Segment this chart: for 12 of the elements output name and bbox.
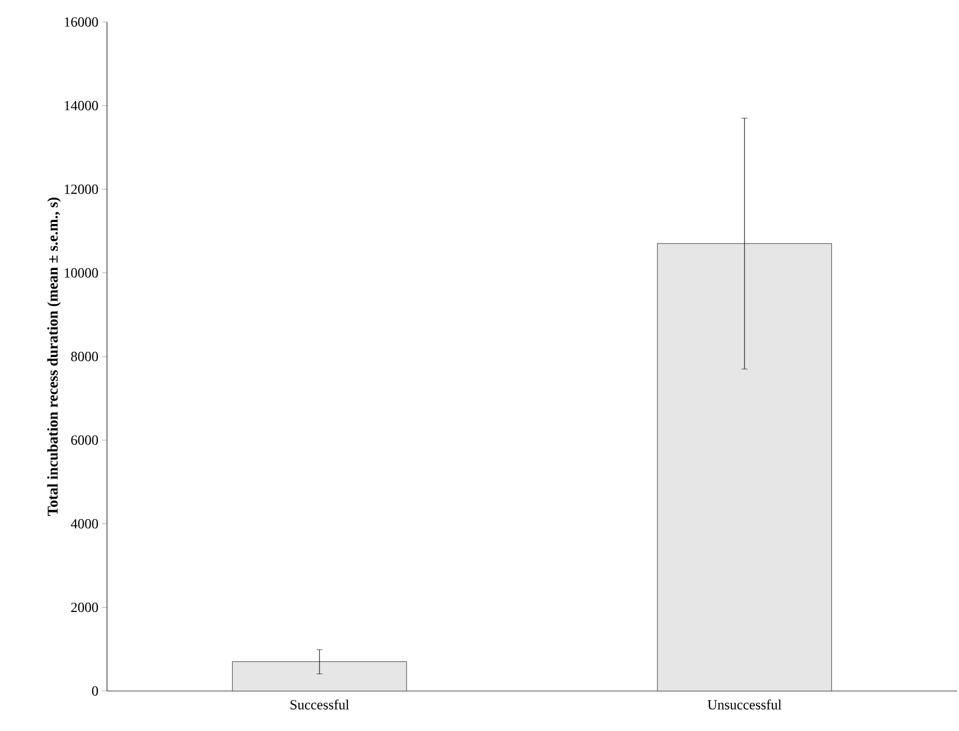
y-tick-label: 0 bbox=[92, 686, 98, 696]
y-tick-label: 12000 bbox=[64, 184, 98, 194]
x-tick-label: Unsuccessful bbox=[708, 699, 782, 710]
y-tick-label: 4000 bbox=[70, 519, 98, 528]
y-tick-label: 16000 bbox=[64, 17, 98, 27]
y-axis-title: Total incubation recess duration (mean ± s.e.m., s) bbox=[47, 198, 61, 516]
y-tick-label: 8000 bbox=[71, 352, 98, 362]
y-tick-label: 6000 bbox=[71, 435, 98, 445]
y-tick-label: 14000 bbox=[64, 100, 98, 110]
x-tick-label: Successful bbox=[290, 699, 350, 710]
y-tick-label: 10000 bbox=[64, 268, 98, 278]
y-tick-label: 2000 bbox=[71, 602, 98, 612]
